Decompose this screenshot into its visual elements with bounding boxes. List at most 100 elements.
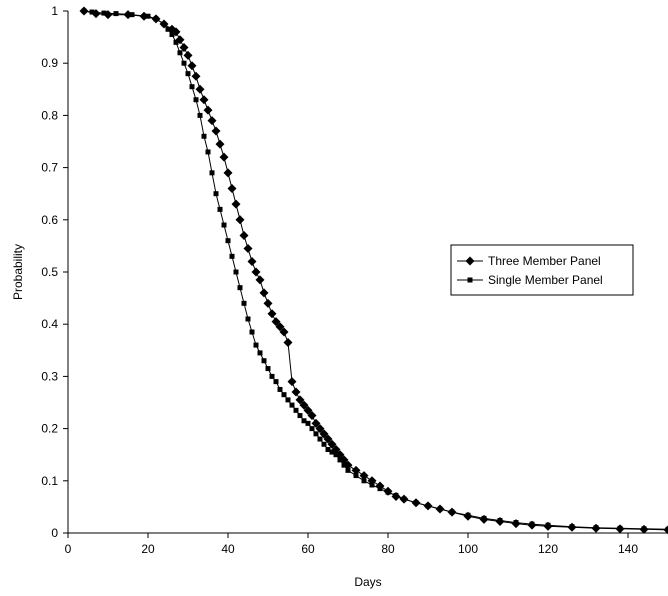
y-tick-label: 0.5 <box>41 265 58 279</box>
y-tick-label: 0.2 <box>41 422 58 436</box>
data-point-diamond <box>271 317 281 327</box>
data-point-square <box>245 316 251 322</box>
data-point-square <box>345 467 351 473</box>
data-point-diamond <box>235 215 245 225</box>
y-ticks: 0 0.1 0.2 0.3 0.4 0.5 0.6 0.7 0.8 0.9 1 <box>41 4 68 540</box>
data-point-square <box>569 524 575 530</box>
data-point-diamond <box>223 168 233 178</box>
data-point-diamond <box>311 418 321 428</box>
data-point-square <box>145 13 151 19</box>
data-point-square <box>285 397 291 403</box>
data-point-diamond <box>215 139 225 149</box>
data-point-square <box>301 418 307 424</box>
legend-entry-three-member: Three Member Panel <box>457 254 601 268</box>
legend: Three Member Panel Single Member Panel <box>450 244 634 296</box>
data-point-square <box>201 133 207 139</box>
data-point-square <box>293 407 299 413</box>
data-point-square <box>177 50 183 56</box>
data-point-diamond <box>267 309 277 319</box>
data-point-diamond <box>219 152 229 162</box>
x-tick-label: 20 <box>141 542 155 556</box>
data-point-square <box>325 446 331 452</box>
data-point-square <box>169 31 175 37</box>
data-point-diamond <box>287 377 297 387</box>
data-point-diamond <box>275 322 285 332</box>
data-point-square <box>233 269 239 275</box>
data-point-square <box>497 517 503 523</box>
data-point-square <box>209 170 215 176</box>
data-point-square <box>329 449 335 455</box>
data-point-square <box>321 441 327 447</box>
data-point-square <box>253 342 259 348</box>
data-point-square <box>369 482 375 488</box>
y-tick-label: 1 <box>51 4 58 18</box>
data-point-diamond <box>283 337 293 347</box>
data-point-square <box>593 525 599 531</box>
data-point-square <box>309 426 315 432</box>
data-point-square <box>205 149 211 155</box>
data-point-diamond <box>351 465 361 475</box>
data-point-diamond <box>243 244 253 254</box>
data-point-diamond <box>323 434 333 444</box>
x-tick-label: 120 <box>538 542 558 556</box>
y-tick-label: 0.7 <box>41 161 58 175</box>
data-point-square <box>173 39 179 45</box>
data-point-square <box>193 97 199 103</box>
data-point-square <box>281 392 287 398</box>
data-point-square <box>241 300 247 306</box>
data-point-diamond <box>207 116 217 126</box>
y-tick-label: 0.1 <box>41 474 58 488</box>
x-tick-label: 40 <box>221 542 235 556</box>
data-point-square <box>513 520 519 526</box>
data-point-square <box>273 379 279 385</box>
y-tick-label: 0.3 <box>41 369 58 383</box>
data-point-square <box>185 71 191 77</box>
data-point-diamond <box>183 50 193 60</box>
y-tick-label: 0.6 <box>41 213 58 227</box>
data-point-square <box>337 457 343 463</box>
data-point-square <box>385 489 391 495</box>
legend-label-three-member: Three Member Panel <box>488 254 601 268</box>
x-axis-title: Days <box>354 575 381 589</box>
data-point-diamond <box>291 387 301 397</box>
data-point-square <box>333 452 339 458</box>
data-point-square <box>413 500 419 506</box>
data-point-square <box>617 525 623 531</box>
data-point-square <box>377 486 383 492</box>
data-point-diamond <box>239 230 249 240</box>
data-point-diamond <box>315 424 325 434</box>
data-point-diamond <box>327 439 337 449</box>
data-point-square <box>289 402 295 408</box>
data-point-square <box>665 526 668 532</box>
data-point-diamond <box>255 275 265 285</box>
y-axis-title: Probability <box>11 244 25 300</box>
data-point-square <box>217 206 223 212</box>
data-point-diamond <box>295 395 305 405</box>
data-point-square <box>165 26 171 32</box>
data-point-square <box>249 329 255 335</box>
legend-entry-single-member: Single Member Panel <box>457 273 603 287</box>
data-point-diamond <box>359 471 369 481</box>
data-point-square <box>161 21 167 27</box>
data-point-diamond <box>263 298 273 308</box>
data-point-square <box>465 512 471 518</box>
data-point-square <box>221 222 227 228</box>
data-point-square <box>449 509 455 515</box>
data-point-square <box>101 10 107 16</box>
data-point-square <box>277 386 283 392</box>
data-point-square <box>113 11 119 17</box>
data-point-square <box>213 191 219 197</box>
data-point-square <box>81 8 87 14</box>
data-point-square <box>313 431 319 437</box>
data-point-square <box>361 478 367 484</box>
y-tick-label: 0.9 <box>41 56 58 70</box>
data-point-square <box>237 285 243 291</box>
data-point-square <box>265 366 271 372</box>
y-tick-label: 0.4 <box>41 317 58 331</box>
data-point-diamond <box>199 95 209 105</box>
data-point-square <box>353 473 359 479</box>
data-point-square <box>481 515 487 521</box>
x-tick-label: 80 <box>381 542 395 556</box>
